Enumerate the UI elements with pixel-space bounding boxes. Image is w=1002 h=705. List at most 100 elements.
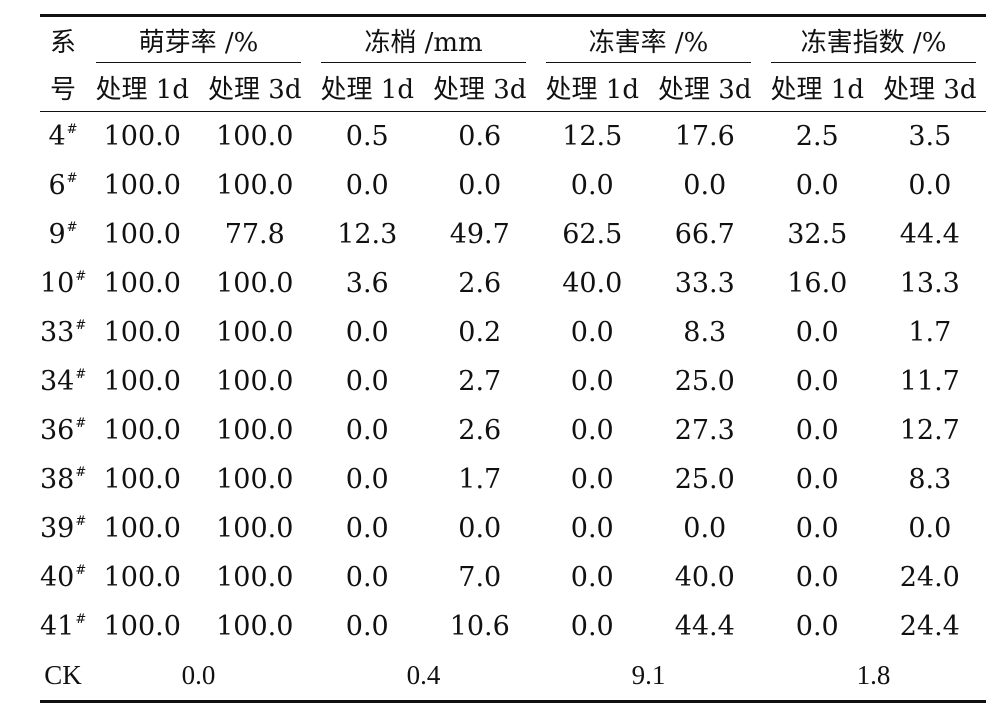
table-cell: 0.0	[570, 170, 614, 201]
table-cell: 2.5	[795, 121, 839, 152]
row-label-top: 系	[49, 27, 76, 58]
header-row-2: 号 处理 1d 处理 3d 处理 1d 处理 3d 处理 1d 处理 3d 处理…	[40, 63, 987, 112]
table-cell: 0.0	[345, 562, 389, 593]
subheader-cell: 处理 3d	[423, 63, 537, 112]
table-cell: 100.0	[103, 366, 181, 397]
table-cell: 10.6	[449, 611, 510, 642]
table-cell: 77.8	[224, 219, 285, 250]
subheader-cell: 处理 1d	[536, 63, 649, 112]
group-rule	[96, 62, 302, 63]
table-cell: 12.3	[337, 219, 398, 250]
table-cell: 100.0	[216, 366, 294, 397]
table-cell: 62.5	[562, 219, 623, 250]
row-id: 38#	[40, 464, 87, 495]
table-cell: 0.0	[345, 317, 389, 348]
table-cell: 100.0	[216, 464, 294, 495]
table-cell: 100.0	[103, 611, 181, 642]
data-table: 系 萌芽率 /% 冻梢 /mm 冻害率 /% 冻害指数 /% 号 处理 1d 处…	[40, 14, 987, 703]
table-cell: 33.3	[674, 268, 735, 299]
table-cell: 16.0	[787, 268, 848, 299]
table-cell: 17.6	[674, 121, 735, 152]
table-cell: 2.6	[458, 415, 502, 446]
group-header: 冻梢 /mm	[311, 16, 536, 63]
table-cell: 32.5	[787, 219, 848, 250]
subheader-cell: 处理 3d	[198, 63, 312, 112]
row-id: 36#	[40, 415, 87, 446]
row-id: 9#	[48, 219, 78, 250]
table-row: 10# 100.0 100.0 3.6 2.6 40.0 33.3 16.0 13.3	[40, 259, 986, 308]
table-cell: 0.2	[458, 317, 502, 348]
table-cell: 12.7	[899, 415, 960, 446]
table-row: 40# 100.0 100.0 0.0 7.0 0.0 40.0 0.0 24.0	[40, 553, 986, 602]
table-cell: 100.0	[103, 121, 181, 152]
table-cell: 0.0	[683, 513, 727, 544]
group-header: 冻害率 /%	[536, 16, 761, 63]
table-cell: 1.7	[908, 317, 952, 348]
table-cell: 0.0	[181, 660, 216, 690]
row-id: 40#	[40, 562, 87, 593]
table-cell: 0.0	[570, 611, 614, 642]
table-cell: 0.0	[795, 366, 839, 397]
table-row: 4# 100.0 100.0 0.5 0.6 12.5 17.6 2.5 3.5	[40, 112, 986, 162]
table-cell: 100.0	[103, 317, 181, 348]
group-header-label: 萌芽率 /%	[138, 27, 259, 58]
table-cell: 100.0	[103, 513, 181, 544]
table-cell: 44.4	[674, 611, 735, 642]
table-cell: 100.0	[216, 121, 294, 152]
row-label-bottom: 号	[40, 63, 86, 112]
row-id: 39#	[40, 513, 87, 544]
group-rule	[321, 62, 527, 63]
table-cell: 0.0	[908, 170, 952, 201]
table-cell: 24.4	[899, 611, 960, 642]
table-cell: 100.0	[216, 611, 294, 642]
table-cell: 40.0	[674, 562, 735, 593]
table-cell: 0.0	[345, 464, 389, 495]
table-row: 39# 100.0 100.0 0.0 0.0 0.0 0.0 0.0 0.0	[40, 504, 986, 553]
row-id: 6#	[48, 170, 78, 201]
group-header-label: 冻害率 /%	[588, 27, 709, 58]
table-cell: 9.1	[631, 660, 666, 690]
table-cell: 0.0	[458, 170, 502, 201]
table-cell: 1.8	[856, 660, 891, 690]
row-id: 33#	[40, 317, 87, 348]
table-cell: 0.0	[795, 317, 839, 348]
table-cell: 100.0	[103, 219, 181, 250]
table-cell: 0.0	[570, 415, 614, 446]
table-cell: 8.3	[908, 464, 952, 495]
table-cell: 100.0	[216, 317, 294, 348]
table-cell: 25.0	[674, 366, 735, 397]
table-cell: 11.7	[899, 366, 960, 397]
table-cell: 0.5	[345, 121, 389, 152]
table-cell: 3.5	[908, 121, 952, 152]
table-cell: 100.0	[103, 170, 181, 201]
table-cell: 100.0	[216, 268, 294, 299]
table-cell: 0.0	[570, 366, 614, 397]
table-cell: 0.0	[345, 170, 389, 201]
table-cell: 0.0	[795, 170, 839, 201]
table-cell: 2.6	[458, 268, 502, 299]
table-cell: 0.0	[345, 611, 389, 642]
table-cell: 100.0	[103, 415, 181, 446]
table-cell: 49.7	[449, 219, 510, 250]
group-header-label: 冻害指数 /%	[800, 27, 947, 58]
table-cell: 12.5	[562, 121, 623, 152]
table-cell: 0.0	[345, 415, 389, 446]
table-cell: 100.0	[216, 513, 294, 544]
table-cell: 0.0	[570, 513, 614, 544]
table-cell: 1.7	[458, 464, 502, 495]
table-row: 38# 100.0 100.0 0.0 1.7 0.0 25.0 0.0 8.3	[40, 455, 986, 504]
table-cell: 2.7	[458, 366, 502, 397]
table-cell: 100.0	[103, 268, 181, 299]
group-rule	[546, 62, 752, 63]
row-id: 41#	[40, 611, 87, 642]
header-row-1: 系 萌芽率 /% 冻梢 /mm 冻害率 /% 冻害指数 /%	[40, 15, 987, 63]
table-row: 33# 100.0 100.0 0.0 0.2 0.0 8.3 0.0 1.7	[40, 308, 986, 357]
table-row: 9# 100.0 77.8 12.3 49.7 62.5 66.7 32.5 44.4	[40, 210, 986, 259]
table-cell: 100.0	[216, 562, 294, 593]
table-cell: 24.0	[899, 562, 960, 593]
table-cell: 100.0	[216, 170, 294, 201]
table-cell: 0.0	[795, 562, 839, 593]
table-cell: 40.0	[562, 268, 623, 299]
table-cell: 13.3	[899, 268, 960, 299]
table-cell: 100.0	[103, 464, 181, 495]
